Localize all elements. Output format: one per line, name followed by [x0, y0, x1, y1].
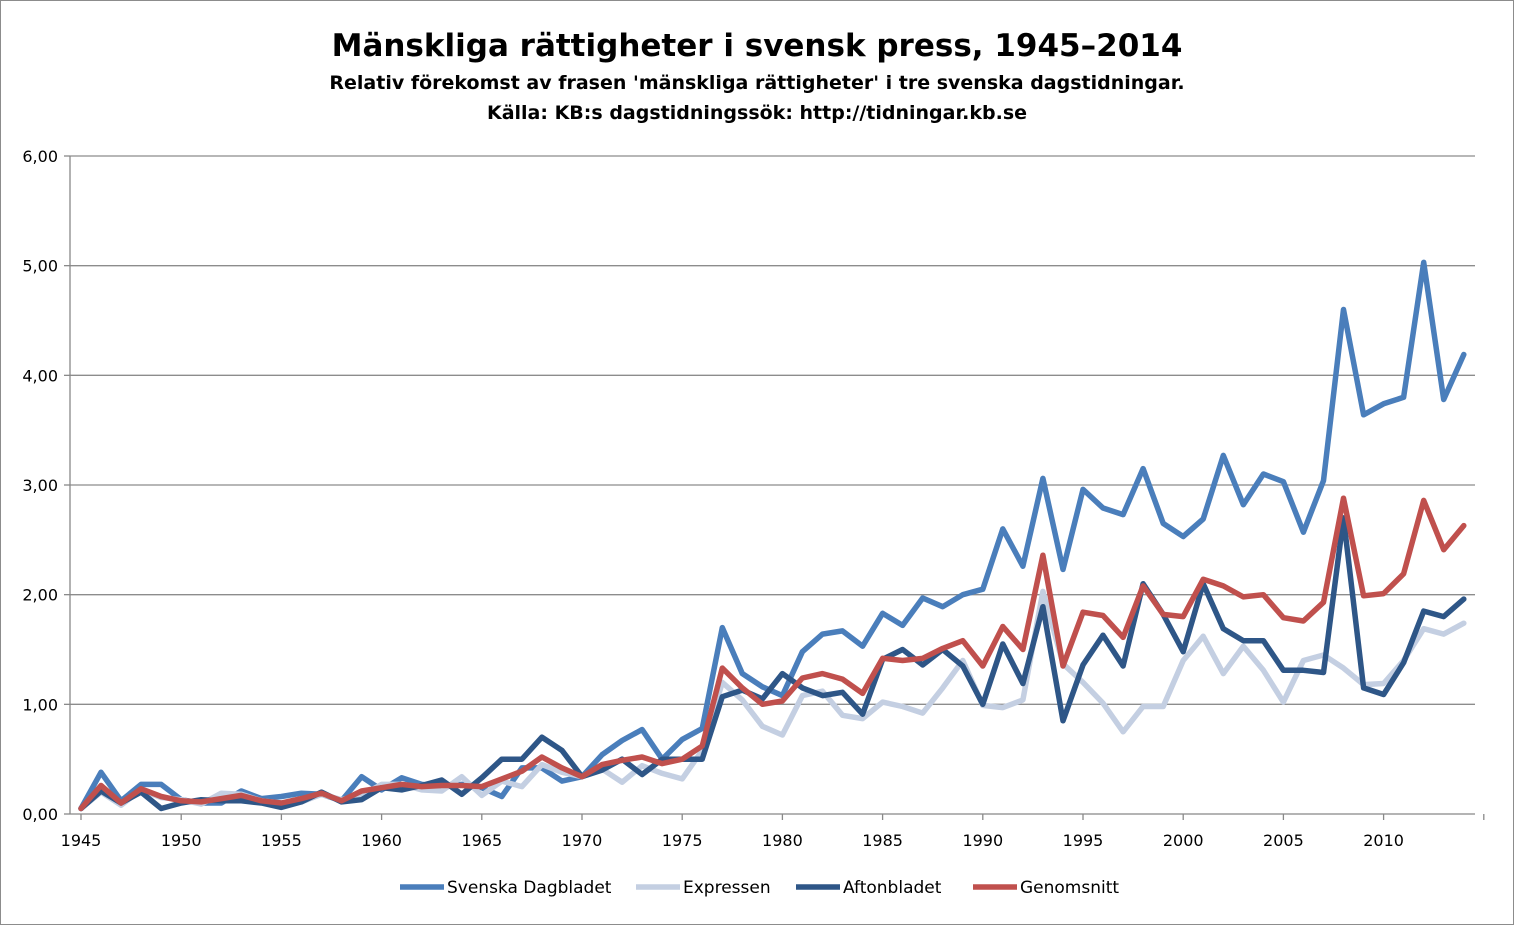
y-tick-label: 3,00 [22, 476, 58, 495]
chart-source: Källa: KB:s dagstidningssök: http://tidn… [486, 102, 1028, 124]
x-tick-label: 2000 [1163, 831, 1204, 850]
y-tick-label: 2,00 [22, 586, 58, 605]
x-tick-label: 2005 [1263, 831, 1304, 850]
chart-subtitle: Relativ förekomst av frasen 'mänskliga r… [329, 72, 1185, 94]
x-tick-label: 1990 [962, 831, 1003, 850]
y-tick-label: 6,00 [22, 147, 58, 166]
y-tick-label: 5,00 [22, 257, 58, 276]
x-tick-label: 2010 [1363, 831, 1404, 850]
legend-label-3: Aftonbladet [843, 878, 942, 898]
series-line-1 [78, 259, 1467, 812]
legend-label-4: Genomsnitt [1020, 878, 1119, 898]
x-tick-label: 1960 [361, 831, 402, 850]
x-tick-label: 1995 [1063, 831, 1104, 850]
x-tick-label: 1975 [662, 831, 703, 850]
x-tick-label: 1950 [161, 831, 202, 850]
x-tick-label: 1965 [461, 831, 502, 850]
legend-label-2: Expressen [683, 878, 771, 898]
x-tick-label: 1945 [61, 831, 102, 850]
x-tick-label: 1980 [762, 831, 803, 850]
x-tick-label: 1955 [261, 831, 302, 850]
series-line-4 [78, 495, 1467, 812]
legend-label-1: Svenska Dagbladet [447, 878, 612, 898]
x-tick-label: 1985 [862, 831, 903, 850]
y-tick-label: 4,00 [22, 366, 58, 385]
y-tick-label: 1,00 [22, 695, 58, 714]
chart-title: Mänskliga rättigheter i svensk press, 19… [331, 28, 1183, 64]
y-tick-label: 0,00 [22, 805, 58, 824]
x-tick-label: 1970 [562, 831, 603, 850]
